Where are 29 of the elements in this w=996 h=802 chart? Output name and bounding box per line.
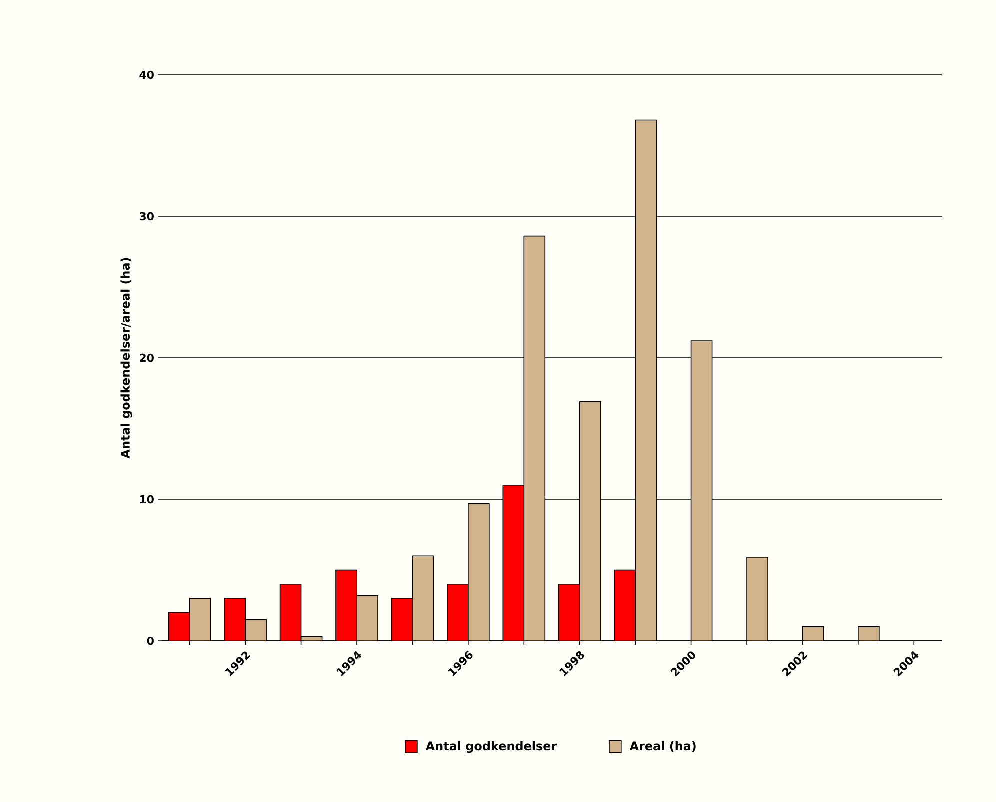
bar: [447, 584, 469, 641]
y-tick-label: 40: [140, 70, 154, 80]
bar: [614, 570, 636, 641]
bar: [802, 626, 824, 641]
y-tick-label: 30: [140, 212, 154, 221]
bar: [224, 598, 246, 641]
bar: [356, 595, 378, 641]
bar: [858, 626, 880, 641]
bar: [280, 584, 302, 641]
bar: [558, 584, 580, 641]
bar: [690, 340, 713, 641]
bar: [391, 598, 414, 641]
y-axis-title: Antal godkendelser/areal (ha): [120, 258, 132, 459]
y-tick-label: 20: [140, 354, 154, 362]
y-tick-label: 0: [147, 636, 154, 646]
bar: [468, 503, 490, 641]
bar: [412, 556, 434, 641]
bar: [746, 557, 768, 641]
bar: [502, 484, 525, 641]
bar: [635, 120, 657, 641]
bar: [336, 570, 358, 641]
bar: [189, 598, 212, 641]
y-tick-label: 10: [140, 495, 154, 504]
bar: [579, 401, 602, 641]
legend-label: Areal (ha): [630, 741, 696, 752]
bar: [245, 619, 267, 641]
bar: [168, 612, 190, 641]
bar: [524, 236, 546, 641]
legend-label: Antal godkendelser: [426, 741, 558, 754]
